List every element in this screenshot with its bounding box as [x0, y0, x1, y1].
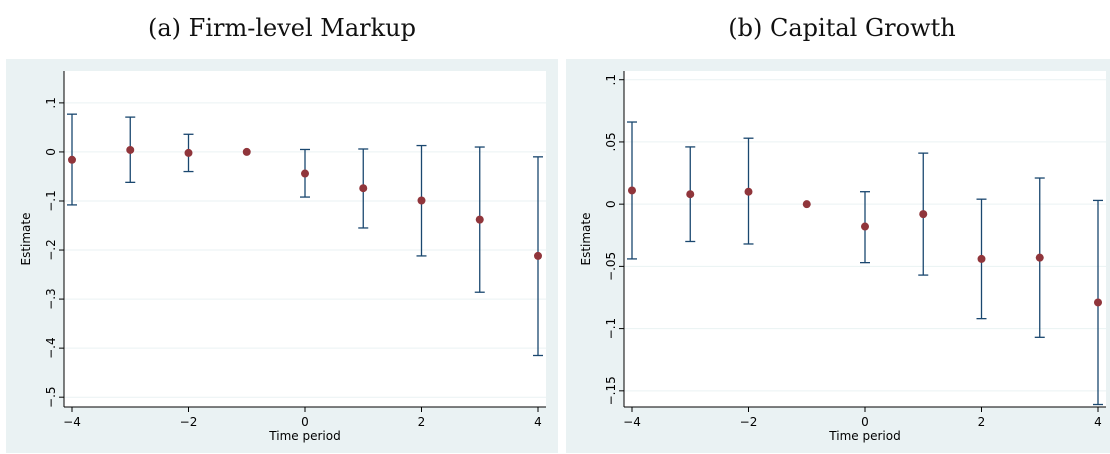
- data-point: [919, 210, 928, 219]
- x-tick-label: −2: [740, 415, 758, 429]
- chart-title: (a) Firm-level Markup: [148, 14, 416, 42]
- data-point: [977, 254, 986, 263]
- data-point: [861, 222, 869, 231]
- data-point: [1094, 298, 1102, 307]
- x-axis-label: Time period: [828, 429, 900, 443]
- y-tick-label: −.5: [44, 386, 58, 408]
- y-tick-label: .1: [604, 74, 618, 85]
- data-point: [242, 147, 251, 156]
- chart-panel-markup: (a) Firm-level Markup .1 0 −.1 −.2 −.3 −.4 −.5…: [6, 0, 558, 454]
- data-point: [628, 186, 636, 195]
- chart-capital-growth: .1 .05 0 −.05 −.1 −.15 −4 −2 0 2 4 Time period Estim…: [566, 59, 1110, 453]
- data-point: [1035, 253, 1044, 262]
- x-tick-label: −4: [63, 415, 81, 429]
- data-point: [359, 184, 368, 193]
- y-tick-label: −.05: [604, 252, 618, 281]
- data-point: [126, 145, 135, 154]
- x-tick-label: 0: [861, 415, 869, 429]
- data-point: [184, 148, 193, 157]
- x-tick-label: 2: [418, 415, 426, 429]
- y-tick-label: −.15: [604, 376, 618, 405]
- y-tick-label: −.2: [44, 239, 58, 261]
- x-tick-label: −2: [180, 415, 198, 429]
- data-point: [301, 169, 309, 178]
- y-tick-label: −.3: [44, 288, 58, 310]
- x-tick-label: 2: [978, 415, 986, 429]
- data-point: [802, 200, 811, 209]
- y-tick-label: .05: [604, 132, 618, 151]
- y-tick-label: 0: [604, 200, 618, 208]
- y-axis-label: Estimate: [579, 212, 593, 265]
- x-axis-label: Time period: [268, 429, 340, 443]
- y-tick-label: −.1: [44, 190, 58, 212]
- y-axis-label: Estimate: [19, 212, 33, 265]
- y-tick-label: −.4: [44, 337, 58, 359]
- x-tick-label: 4: [534, 415, 542, 429]
- y-tick-label: −.1: [604, 318, 618, 340]
- data-point: [417, 196, 426, 205]
- chart-panel-capital-growth: (b) Capital Growth .1 .05 0 −.05 −.1 −.15 −4 −2…: [566, 0, 1110, 454]
- data-point: [475, 215, 484, 224]
- data-point: [68, 155, 76, 164]
- y-tick-label: .1: [44, 97, 58, 108]
- y-tick-label: 0: [44, 148, 58, 156]
- data-point: [686, 190, 695, 199]
- x-tick-label: 4: [1094, 415, 1102, 429]
- x-tick-label: −4: [623, 415, 641, 429]
- data-point: [534, 251, 542, 260]
- chart-title: (b) Capital Growth: [728, 14, 956, 42]
- chart-markup: .1 0 −.1 −.2 −.3 −.4 −.5 −4 −2 0 2 4 Time period Esti…: [6, 59, 558, 453]
- data-point: [744, 187, 753, 196]
- plot-area: [64, 71, 546, 407]
- x-tick-label: 0: [301, 415, 309, 429]
